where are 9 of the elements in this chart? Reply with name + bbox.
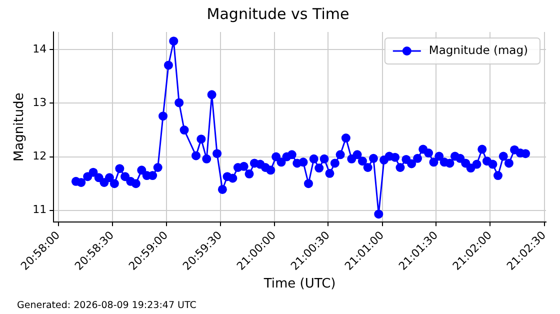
y-tick-label: 13: [32, 96, 47, 110]
y-tick-label: 11: [32, 203, 47, 216]
y-tick-label: 12: [32, 150, 47, 163]
chart-title: Magnitude vs Time: [206, 4, 350, 23]
y-axis-title: Magnitude: [12, 92, 28, 162]
legend-label: Magnitude (mag): [428, 42, 528, 57]
text: Generated: 2026-08-09 19:23:47 UTC: [17, 300, 197, 311]
y-tick-label: 14: [32, 42, 47, 56]
x-axis-title: Time (UTC): [262, 276, 336, 292]
